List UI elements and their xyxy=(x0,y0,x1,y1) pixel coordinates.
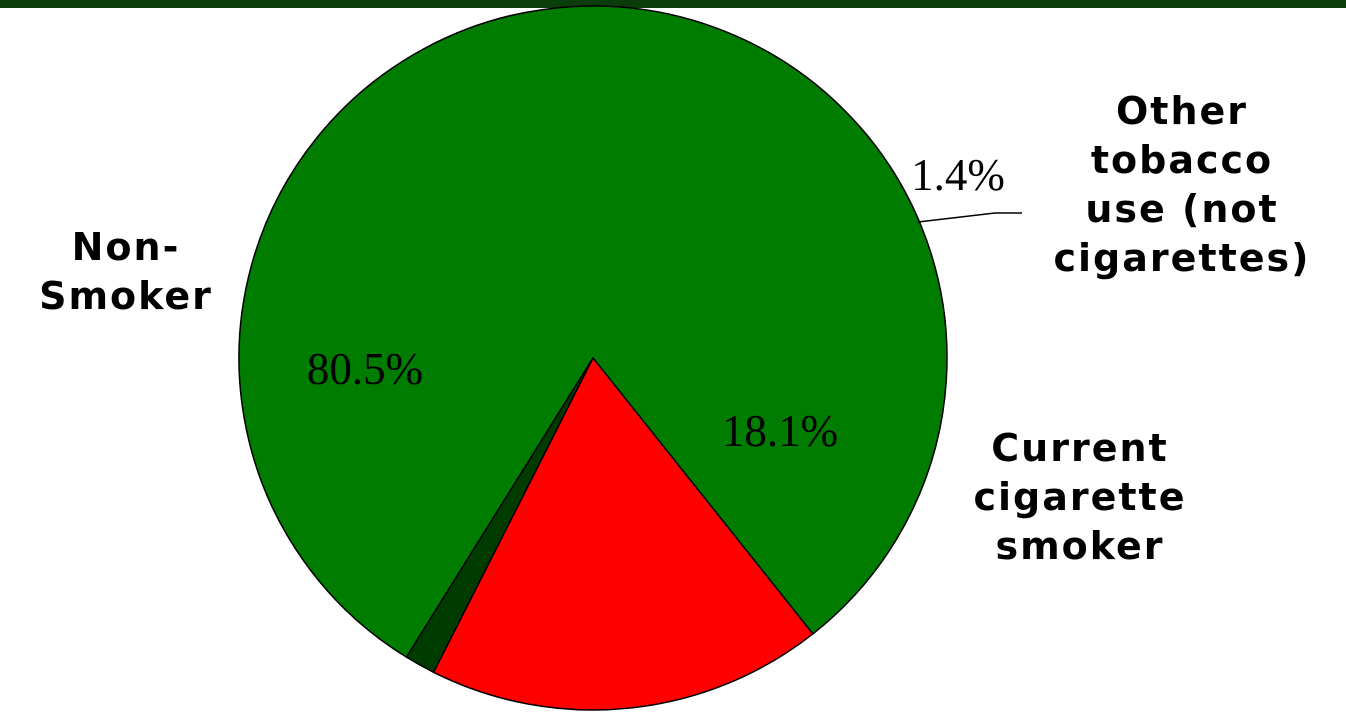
label-line: cigarette xyxy=(973,475,1187,519)
label-line: Other xyxy=(1115,89,1249,133)
label-line: tobacco xyxy=(1090,138,1274,182)
label-line: cigarettes) xyxy=(1053,236,1311,280)
label-line: Non- xyxy=(71,225,181,269)
top-band xyxy=(0,0,1346,8)
slice-non-smoker xyxy=(238,5,948,658)
label-line: smoker xyxy=(995,524,1165,568)
value-label-current-smoker: 18.1% xyxy=(722,406,838,456)
leader-line-other-tobacco xyxy=(917,212,996,223)
slice-label-current-smoker: Current cigarette smoker xyxy=(935,424,1225,571)
slice-current-smoker xyxy=(432,357,814,711)
slice-label-non-smoker: Non- Smoker xyxy=(10,223,242,321)
label-line: use (not xyxy=(1085,187,1279,231)
label-line: Current xyxy=(991,426,1169,470)
value-label-non-smoker: 80.5% xyxy=(307,344,423,394)
label-line: Smoker xyxy=(39,274,213,318)
slice-label-other-tobacco: Other tobacco use (not cigarettes) xyxy=(1018,87,1346,283)
value-label-other-tobacco: 1.4% xyxy=(911,150,1005,200)
